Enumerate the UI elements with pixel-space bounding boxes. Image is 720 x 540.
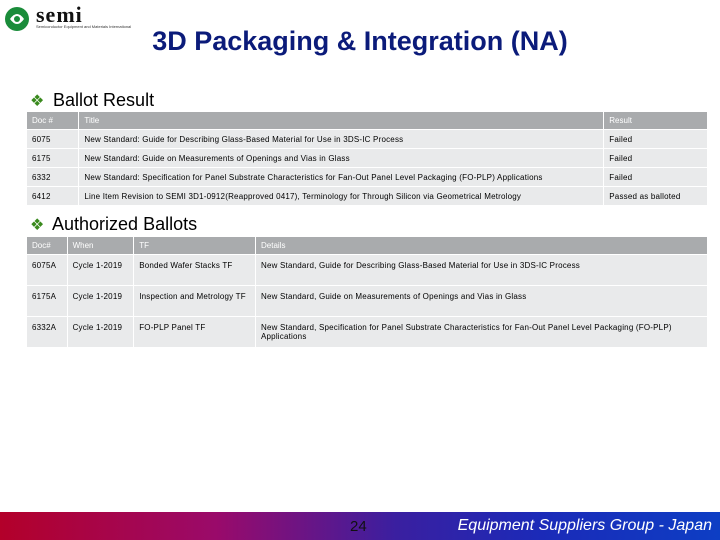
doc-cell: 6332	[27, 168, 79, 186]
details-cell: New Standard, Specification for Panel Su…	[256, 317, 707, 347]
table-header-row: Doc # Title Result	[27, 112, 707, 129]
ballot-result-table: Doc # Title Result 6075 New Standard: Gu…	[26, 111, 708, 206]
details-cell: New Standard, Guide for Describing Glass…	[256, 255, 707, 285]
column-header-details: Details	[256, 237, 707, 254]
logo-tagline: Semiconductor Equipment and Materials In…	[36, 24, 132, 29]
table-row: 6332 New Standard: Specification for Pan…	[27, 168, 707, 186]
table-row: 6175A Cycle 1-2019 Inspection and Metrol…	[27, 286, 707, 316]
result-cell: Failed	[604, 130, 707, 148]
details-cell: New Standard, Guide on Measurements of O…	[256, 286, 707, 316]
ballot-result-heading: ❖ Ballot Result	[30, 90, 154, 111]
tf-cell: FO-PLP Panel TF	[134, 317, 255, 347]
column-header-doc: Doc #	[27, 112, 79, 129]
column-header-title: Title	[79, 112, 604, 129]
column-header-tf: TF	[134, 237, 255, 254]
title-cell: New Standard: Guide on Measurements of O…	[79, 149, 604, 167]
slide-title: 3D Packaging & Integration (NA)	[152, 26, 568, 56]
tf-cell: Bonded Wafer Stacks TF	[134, 255, 255, 285]
footer-bar: 24 Equipment Suppliers Group - Japan	[0, 512, 720, 540]
column-header-result: Result	[604, 112, 707, 129]
column-header-doc: Doc#	[27, 237, 67, 254]
when-cell: Cycle 1-2019	[67, 255, 134, 285]
table-row: 6075A Cycle 1-2019 Bonded Wafer Stacks T…	[27, 255, 707, 285]
table-row: 6332A Cycle 1-2019 FO-PLP Panel TF New S…	[27, 317, 707, 347]
table-row: 6075 New Standard: Guide for Describing …	[27, 130, 707, 148]
table-row: 6412 Line Item Revision to SEMI 3D1-0912…	[27, 187, 707, 205]
result-cell: Passed as balloted	[604, 187, 707, 205]
tf-cell: Inspection and Metrology TF	[134, 286, 255, 316]
footer-group-name: Equipment Suppliers Group - Japan	[457, 517, 712, 534]
doc-cell: 6175A	[27, 286, 67, 316]
semi-logo: semi Semiconductor Equipment and Materia…	[4, 2, 174, 34]
doc-cell: 6412	[27, 187, 79, 205]
ballot-result-heading-text: Ballot Result	[53, 90, 155, 110]
title-cell: New Standard: Specification for Panel Su…	[79, 168, 604, 186]
column-header-when: When	[67, 237, 134, 254]
table-header-row: Doc# When TF Details	[27, 237, 707, 254]
doc-cell: 6075A	[27, 255, 67, 285]
result-cell: Failed	[604, 149, 707, 167]
page-number: 24	[350, 518, 367, 535]
result-cell: Failed	[604, 168, 707, 186]
doc-cell: 6075	[27, 130, 79, 148]
table-row: 6175 New Standard: Guide on Measurements…	[27, 149, 707, 167]
when-cell: Cycle 1-2019	[67, 286, 134, 316]
doc-cell: 6332A	[27, 317, 67, 347]
authorized-ballots-table: Doc# When TF Details 6075A Cycle 1-2019 …	[26, 236, 708, 348]
doc-cell: 6175	[27, 149, 79, 167]
title-cell: Line Item Revision to SEMI 3D1-0912(Reap…	[79, 187, 604, 205]
logo-word: semi	[36, 2, 83, 27]
when-cell: Cycle 1-2019	[67, 317, 134, 347]
semi-logo-icon	[5, 7, 29, 31]
authorized-ballots-heading: ❖ Authorized Ballots	[30, 214, 197, 235]
diamond-bullet-icon: ❖	[30, 217, 45, 234]
diamond-bullet-icon: ❖	[30, 93, 45, 110]
title-cell: New Standard: Guide for Describing Glass…	[79, 130, 604, 148]
authorized-ballots-heading-text: Authorized Ballots	[52, 214, 198, 234]
